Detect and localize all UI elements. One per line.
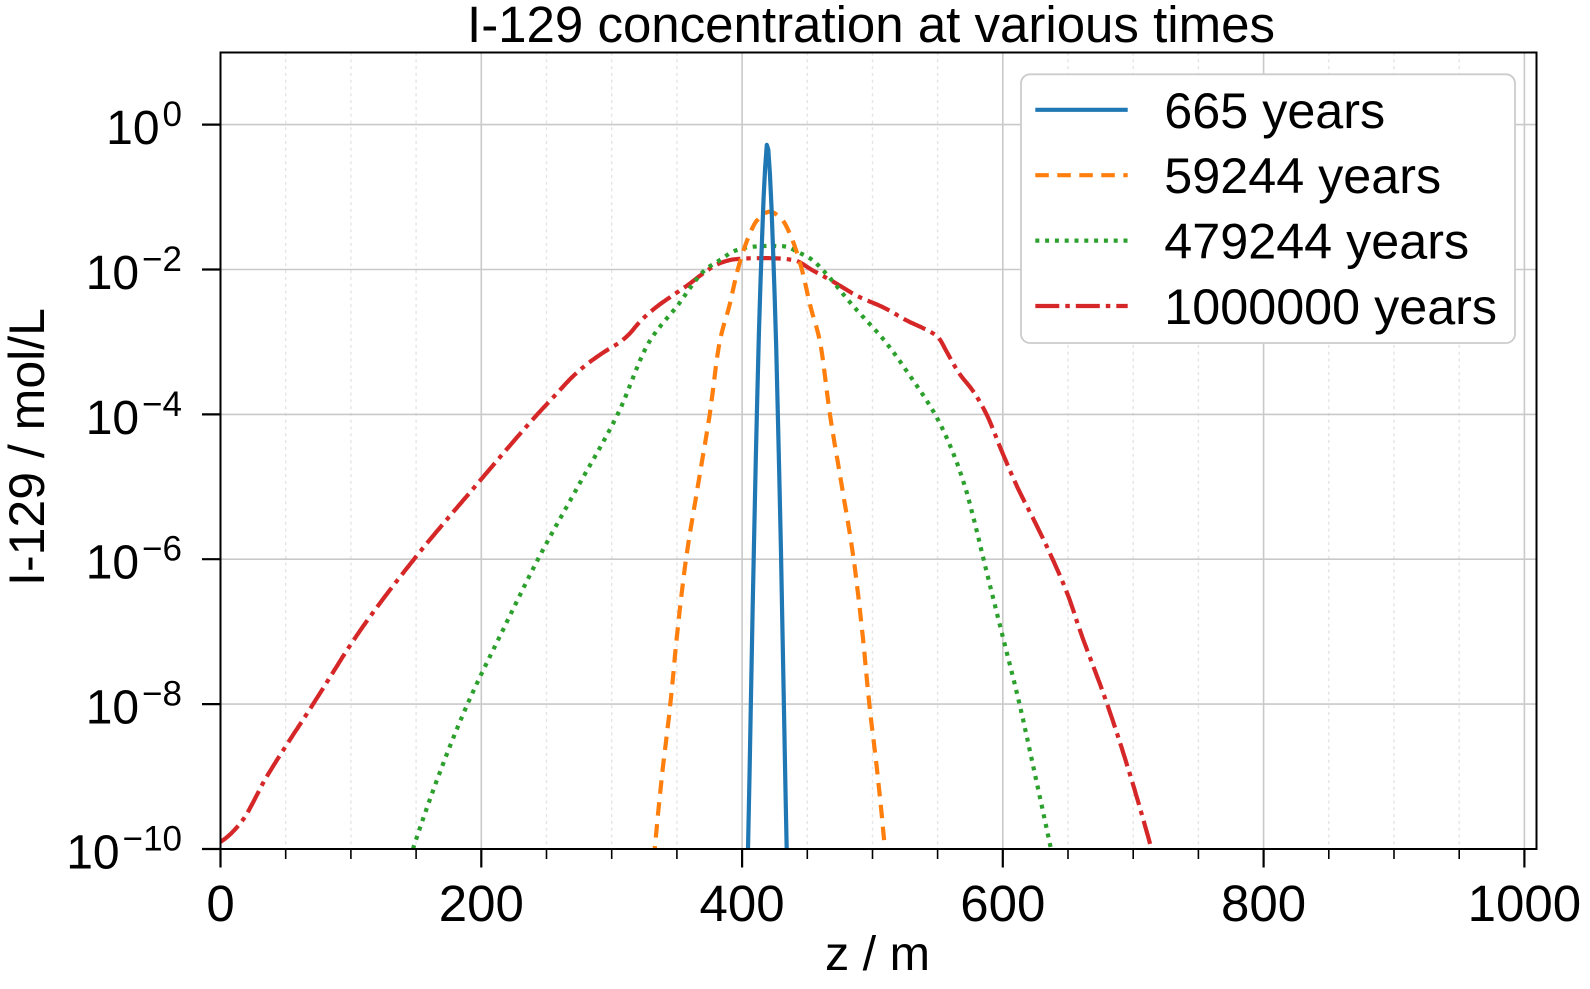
- svg-text:100: 100: [106, 95, 182, 155]
- svg-text:I-129 / mol/L: I-129 / mol/L: [0, 308, 55, 586]
- svg-text:59244 years: 59244 years: [1164, 147, 1441, 204]
- svg-text:1000: 1000: [1468, 875, 1581, 932]
- svg-text:1000000 years: 1000000 years: [1164, 278, 1497, 335]
- svg-text:800: 800: [1221, 875, 1306, 932]
- svg-text:10−6: 10−6: [86, 530, 182, 590]
- svg-text:0: 0: [206, 875, 234, 932]
- svg-text:400: 400: [700, 875, 785, 932]
- svg-text:479244 years: 479244 years: [1164, 213, 1469, 270]
- svg-text:z / m: z / m: [825, 927, 930, 981]
- svg-text:200: 200: [439, 875, 524, 932]
- svg-text:665 years: 665 years: [1164, 82, 1385, 139]
- svg-text:I-129 concentration at various: I-129 concentration at various times: [467, 0, 1275, 53]
- svg-text:600: 600: [960, 875, 1045, 932]
- svg-text:10−2: 10−2: [86, 240, 182, 300]
